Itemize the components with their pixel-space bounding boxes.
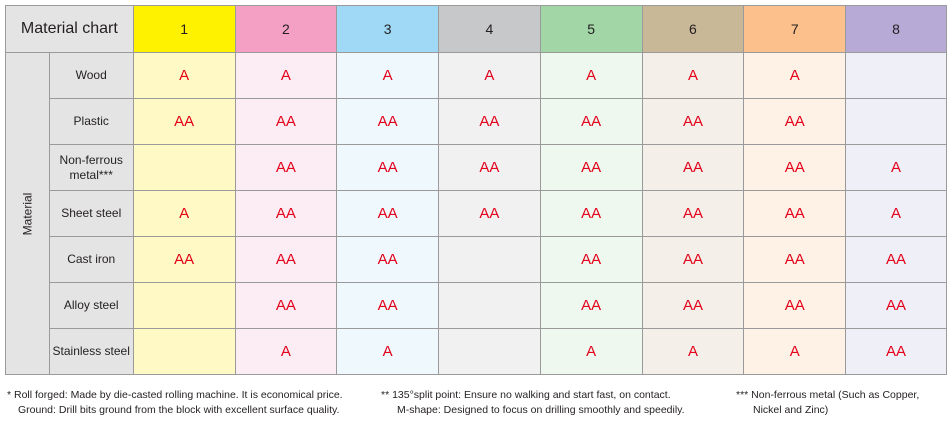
row-label: Cast iron — [48, 236, 134, 283]
note-ground-line: Ground: Drill bits ground from the block… — [18, 404, 340, 416]
rating-cell: AA — [743, 190, 847, 237]
rating-cell: AA — [539, 144, 643, 191]
rating-cell: AA — [438, 144, 541, 191]
rating-cell: A — [336, 52, 440, 99]
rating-cell: AA — [234, 236, 338, 283]
table-row: Non-ferrous metal*** AA AA AA AA AA AA A — [6, 144, 947, 191]
rating-cell: A — [539, 328, 643, 375]
note-m-shape-line: M-shape: Designed to focus on drilling s… — [397, 404, 685, 416]
note-non-ferrous: *** Non-ferrous metal (Such as Copper, N… — [736, 388, 919, 418]
column-header-8: 8 — [845, 5, 947, 53]
rating-cell: A — [438, 52, 541, 99]
rating-cell: AA — [539, 236, 643, 283]
rating-cell: AA — [234, 190, 338, 237]
rating-cell — [845, 98, 947, 145]
rating-cell — [132, 144, 236, 191]
table-row: Plastic AA AA AA AA AA AA AA — [6, 98, 947, 145]
rating-cell: AA — [539, 98, 643, 145]
table-row: Stainless steel A A A A A AA — [6, 328, 947, 375]
rating-cell: A — [743, 52, 847, 99]
rating-cell — [438, 282, 541, 329]
rating-cell: AA — [438, 98, 541, 145]
rating-cell: A — [132, 52, 236, 99]
rating-cell: AA — [132, 236, 236, 283]
note-non-ferrous-line2: Nickel and Zinc) — [753, 404, 829, 416]
rating-cell: A — [234, 52, 338, 99]
rating-cell — [132, 282, 236, 329]
rating-cell — [132, 328, 236, 375]
column-header-7: 7 — [743, 5, 847, 53]
chart-body: Material Wood A A A A A A A Plastic AA AA AA AA AA AA AA… — [5, 52, 947, 375]
note-roll-forged: * Roll forged: Made by die-casted rollin… — [7, 388, 343, 418]
rating-cell: AA — [641, 236, 745, 283]
rating-cell: A — [641, 52, 745, 99]
rating-cell: A — [336, 328, 440, 375]
rating-cell: A — [845, 144, 947, 191]
table-row: Cast iron AA AA AA AA AA AA AA — [6, 236, 947, 283]
material-side-label: Material — [5, 52, 50, 375]
table-row: Alloy steel AA AA AA AA AA AA — [6, 282, 947, 329]
rating-cell: AA — [234, 282, 338, 329]
table-row: Material Wood A A A A A A A — [5, 52, 947, 375]
column-header-3: 3 — [336, 5, 440, 53]
rating-cell: A — [641, 328, 745, 375]
rating-cell: AA — [234, 144, 338, 191]
note-split-point-line1: ** 135°split point: Ensure no walking an… — [381, 389, 671, 401]
rating-cell: AA — [336, 144, 440, 191]
rating-cell: A — [234, 328, 338, 375]
rating-cell: AA — [539, 282, 643, 329]
column-header-2: 2 — [234, 5, 338, 53]
note-non-ferrous-line1: *** Non-ferrous metal (Such as Copper, — [736, 389, 920, 401]
column-header-6: 6 — [641, 5, 745, 53]
rating-cell: AA — [845, 282, 947, 329]
table-row: Sheet steel A AA AA AA AA AA AA A — [6, 190, 947, 237]
rating-cell — [438, 236, 541, 283]
row-label: Alloy steel — [48, 282, 134, 329]
rating-cell: A — [539, 52, 643, 99]
rating-cell: AA — [132, 98, 236, 145]
rating-cell: A — [132, 190, 236, 237]
column-header-5: 5 — [539, 5, 643, 53]
rating-cell: AA — [336, 190, 440, 237]
rating-cell: A — [845, 190, 947, 237]
row-label: Plastic — [48, 98, 134, 145]
rating-cell: AA — [438, 190, 541, 237]
material-side-label-text: Material — [20, 192, 35, 235]
rating-cell: AA — [336, 236, 440, 283]
rating-cell: AA — [845, 328, 947, 375]
row-label: Non-ferrous metal*** — [48, 144, 134, 191]
rating-cell: A — [743, 328, 847, 375]
rating-cell: AA — [743, 144, 847, 191]
row-label: Wood — [48, 52, 134, 99]
rating-cell: AA — [234, 98, 338, 145]
rating-cell: AA — [641, 282, 745, 329]
rating-cell — [845, 52, 947, 99]
note-split-point: ** 135°split point: Ensure no walking an… — [381, 388, 685, 418]
rating-cell: AA — [743, 98, 847, 145]
rating-cell: AA — [336, 98, 440, 145]
rating-cell: AA — [743, 282, 847, 329]
rating-cell: AA — [845, 236, 947, 283]
rating-cell: AA — [641, 144, 745, 191]
row-label: Sheet steel — [48, 190, 134, 237]
rating-cell: AA — [539, 190, 643, 237]
chart-title: Material chart — [5, 5, 134, 53]
column-header-1: 1 — [132, 5, 236, 53]
rating-cell: AA — [641, 190, 745, 237]
note-roll-forged-line1: * Roll forged: Made by die-casted rollin… — [7, 389, 343, 401]
rating-cell — [438, 328, 541, 375]
rating-cell: AA — [743, 236, 847, 283]
column-header-4: 4 — [438, 5, 541, 53]
row-label: Stainless steel — [48, 328, 134, 375]
rating-cell: AA — [336, 282, 440, 329]
rating-cell: AA — [641, 98, 745, 145]
